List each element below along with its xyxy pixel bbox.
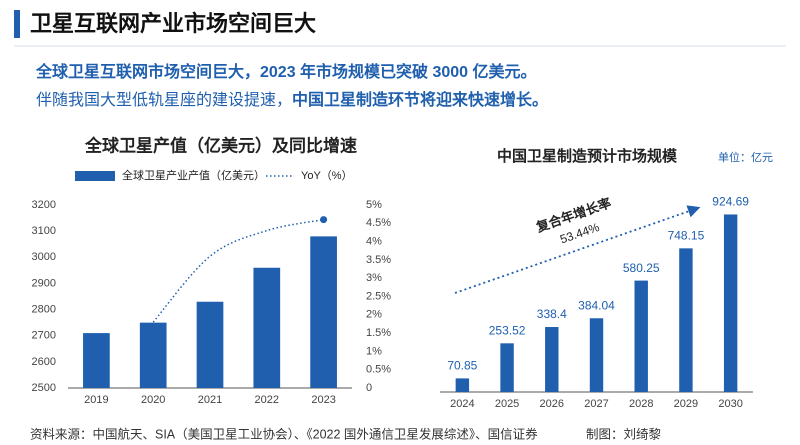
bar xyxy=(545,327,559,392)
y2-tick-label: 4% xyxy=(366,236,382,248)
subtitle-part: 伴随我国大型低轨星座的建设提速， xyxy=(36,91,292,109)
x-tick-label: 2019 xyxy=(84,394,108,406)
value-label: 253.52 xyxy=(489,323,526,337)
x-tick-label: 2024 xyxy=(450,398,474,410)
bar xyxy=(139,322,167,388)
value-label: 580.25 xyxy=(623,261,660,275)
source-note: 资料来源：中国航天、SIA（美国卫星工业协会）、《2022 国外通信卫星发展综述… xyxy=(30,426,538,441)
value-label: 384.04 xyxy=(578,298,615,312)
x-tick-label: 2020 xyxy=(141,394,165,406)
x-tick-label: 2026 xyxy=(540,398,564,410)
x-tick-label: 2022 xyxy=(255,394,279,406)
bar xyxy=(253,267,281,388)
y2-tick-label: 3% xyxy=(366,272,382,284)
x-tick-label: 2029 xyxy=(674,398,698,410)
y-tick-label: 3100 xyxy=(32,225,56,237)
value-label: 924.69 xyxy=(712,195,749,209)
bar xyxy=(310,236,337,388)
y2-tick-label: 3.5% xyxy=(366,254,391,266)
bar xyxy=(589,318,604,392)
bar xyxy=(455,378,470,392)
y2-tick-label: 5% xyxy=(366,199,382,211)
value-label: 748.15 xyxy=(668,229,705,243)
value-label: 70.85 xyxy=(447,359,477,373)
y-tick-label: 2500 xyxy=(32,382,56,394)
subtitle-part: 中国卫星制造环节将迎来快速增长。 xyxy=(292,90,548,109)
bar xyxy=(634,280,648,392)
y2-tick-label: 0.5% xyxy=(366,364,391,376)
x-tick-label: 2025 xyxy=(495,398,519,410)
subtitle: 全球卫星互联网市场空间巨大，2023 年市场规模已突破 3000 亿美元。 xyxy=(35,62,537,81)
y2-tick-label: 2% xyxy=(366,309,382,321)
x-tick-label: 2030 xyxy=(718,398,742,410)
y-tick-label: 2700 xyxy=(32,330,56,342)
legend-label: YoY（%） xyxy=(301,169,353,182)
page-title: 卫星互联网产业市场空间巨大 xyxy=(30,11,316,36)
chart-title: 中国卫星制造预计市场规模 xyxy=(497,147,678,165)
credit: 制图：刘绮黎 xyxy=(586,427,662,441)
y2-tick-label: 0 xyxy=(366,382,372,394)
yoy-line xyxy=(152,218,324,323)
legend-swatch xyxy=(75,171,115,181)
y-tick-label: 2800 xyxy=(32,303,56,315)
y2-tick-label: 4.5% xyxy=(366,217,391,229)
bar xyxy=(500,343,514,392)
y-tick-label: 3200 xyxy=(32,199,56,211)
y2-tick-label: 1.5% xyxy=(366,327,391,339)
legend-label: 全球卫星产业产值（亿美元） xyxy=(122,168,265,182)
y2-tick-label: 1% xyxy=(366,345,382,357)
subtitle: 伴随我国大型低轨星座的建设提速，中国卫星制造环节将迎来快速增长。 xyxy=(36,90,548,109)
x-tick-label: 2027 xyxy=(584,398,608,410)
value-label: 338.4 xyxy=(537,307,567,321)
bar xyxy=(679,248,693,392)
x-tick-label: 2028 xyxy=(629,398,653,410)
bar xyxy=(83,333,110,388)
bar xyxy=(196,301,224,388)
chart-title: 全球卫星产值（亿美元）及同比增速 xyxy=(84,135,357,155)
y2-tick-label: 2.5% xyxy=(366,290,391,302)
y-tick-label: 2600 xyxy=(32,356,56,368)
x-tick-label: 2021 xyxy=(198,394,222,406)
title-accent xyxy=(14,10,20,38)
y-tick-label: 3000 xyxy=(32,251,56,263)
y-tick-label: 2900 xyxy=(32,277,56,289)
yoy-point xyxy=(320,216,328,224)
unit-label: 单位：亿元 xyxy=(718,150,773,164)
bar xyxy=(723,214,738,392)
x-tick-label: 2023 xyxy=(311,394,335,406)
